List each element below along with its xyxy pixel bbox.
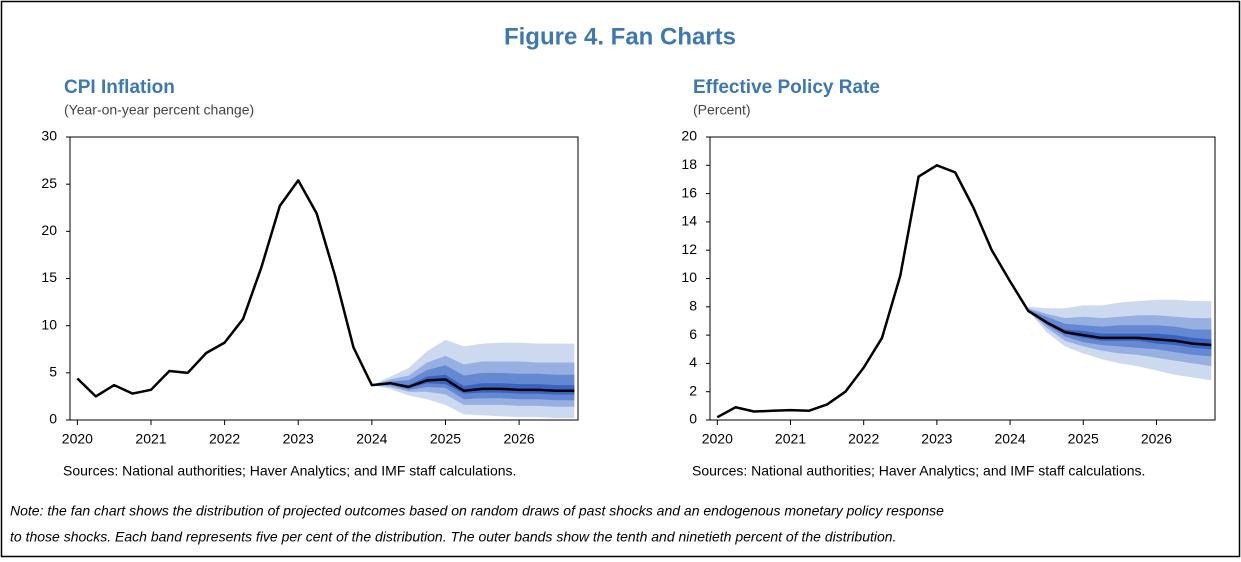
- x-tick-label: 2024: [356, 431, 387, 447]
- line: [716, 164, 1212, 419]
- y-tick-label: 15: [41, 269, 57, 285]
- y-tick-label: 12: [681, 241, 697, 257]
- y-tick-label: 2: [689, 382, 697, 398]
- y-tick-label: 8: [689, 298, 697, 314]
- y-tick-label: 10: [41, 316, 57, 332]
- y-tick-label: 6: [689, 326, 697, 342]
- chart-subtitle: (Percent): [693, 102, 751, 118]
- x-tick-label: 2026: [504, 431, 535, 447]
- y-tick-label: 18: [681, 156, 697, 172]
- y-tick-label: 16: [681, 184, 697, 200]
- x-tick-label: 2024: [994, 431, 1025, 447]
- y-tick-label: 14: [681, 213, 697, 229]
- note-line: Note: the fan chart shows the distributi…: [10, 503, 944, 519]
- chart-title: Effective Policy Rate: [693, 77, 880, 98]
- plot-frame: [709, 136, 1216, 421]
- x-tick-label: 2023: [921, 431, 952, 447]
- x-tick-label: 2023: [283, 431, 314, 447]
- x-tick-label: 2020: [702, 431, 733, 447]
- source: Sources: National authorities; Haver Ana…: [692, 463, 1145, 479]
- x-tick-label: 2025: [1068, 431, 1099, 447]
- y-tick-label: 0: [689, 411, 697, 427]
- y-tick-label: 0: [49, 411, 57, 427]
- x-tick-label: 2020: [62, 431, 93, 447]
- y-tick-label: 10: [681, 269, 697, 285]
- y-tick-label: 20: [41, 222, 57, 238]
- x-tick-label: 2021: [775, 431, 806, 447]
- source: Sources: National authorities; Haver Ana…: [63, 463, 516, 479]
- y-tick-label: 30: [41, 128, 57, 144]
- y-tick-label: 4: [689, 354, 697, 370]
- x-tick-label: 2026: [1141, 431, 1172, 447]
- x-tick-label: 2022: [209, 431, 240, 447]
- line: [76, 179, 575, 398]
- plot-frame: [69, 136, 579, 421]
- x-tick-label: 2021: [135, 431, 166, 447]
- y-tick-label: 20: [681, 128, 697, 144]
- chart-title: CPI Inflation: [64, 77, 175, 98]
- note-line: to those shocks. Each band represents fi…: [10, 529, 896, 545]
- y-tick-label: 5: [49, 364, 57, 380]
- figure-title: Figure 4. Fan Charts: [504, 23, 736, 50]
- fan-band: [1028, 309, 1212, 357]
- x-tick-label: 2025: [430, 431, 461, 447]
- y-tick-label: 25: [41, 175, 57, 191]
- x-tick-label: 2022: [848, 431, 879, 447]
- chart-subtitle: (Year-on-year percent change): [64, 102, 254, 118]
